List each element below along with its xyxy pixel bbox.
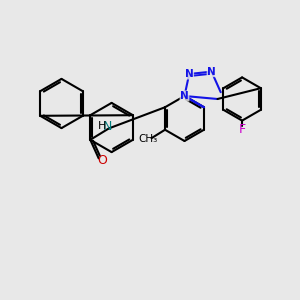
Text: F: F (238, 123, 246, 136)
Text: CH₃: CH₃ (138, 134, 158, 144)
Text: N: N (207, 67, 216, 76)
Text: N: N (185, 69, 194, 79)
Text: O: O (98, 154, 107, 167)
Text: H: H (98, 121, 106, 131)
Text: N: N (103, 120, 112, 133)
Text: N: N (180, 91, 189, 101)
